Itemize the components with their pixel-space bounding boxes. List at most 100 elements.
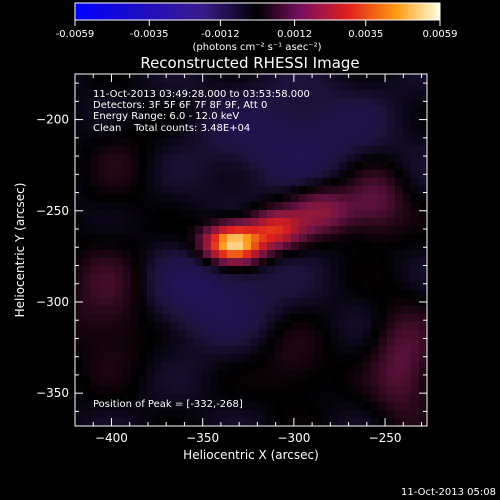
heatmap-cell: [259, 202, 268, 211]
heatmap-cell: [123, 194, 132, 203]
heatmap-cell: [75, 162, 84, 171]
heatmap-cell: [291, 218, 300, 227]
heatmap-cell: [171, 410, 180, 419]
heatmap-cell: [291, 250, 300, 259]
heatmap-cell: [347, 234, 356, 243]
heatmap-cell: [139, 178, 148, 187]
heatmap-cell: [291, 298, 300, 307]
heatmap-cell: [387, 274, 396, 283]
heatmap-cell: [91, 242, 100, 251]
heatmap-cell: [155, 210, 164, 219]
heatmap-cell: [211, 266, 220, 275]
heatmap-cell: [371, 186, 380, 195]
heatmap-cell: [275, 98, 284, 107]
heatmap-cell: [155, 346, 164, 355]
heatmap-cell: [195, 74, 204, 83]
heatmap-cell: [179, 242, 188, 251]
heatmap-cell: [155, 266, 164, 275]
heatmap-cell: [211, 122, 220, 131]
heatmap-cell: [139, 338, 148, 347]
heatmap-cell: [371, 394, 380, 403]
heatmap-cell: [419, 146, 428, 155]
heatmap-cell: [235, 346, 244, 355]
y-tick-label: −300: [36, 295, 69, 309]
heatmap-cell: [147, 194, 156, 203]
heatmap-cell: [315, 370, 324, 379]
heatmap-cell: [339, 330, 348, 339]
heatmap-cell: [291, 74, 300, 83]
heatmap-cell: [299, 74, 308, 83]
heatmap-cell: [355, 194, 364, 203]
heatmap-cell: [171, 226, 180, 235]
heatmap-cell: [147, 266, 156, 275]
heatmap-cell: [371, 234, 380, 243]
heatmap-cell: [123, 242, 132, 251]
heatmap-cell: [395, 186, 404, 195]
heatmap-cell: [147, 258, 156, 267]
heatmap-cell: [371, 218, 380, 227]
heatmap-cell: [83, 138, 92, 147]
heatmap-cell: [267, 346, 276, 355]
heatmap-cell: [307, 306, 316, 315]
heatmap-cell: [315, 386, 324, 395]
heatmap-cell: [419, 250, 428, 259]
heatmap-cell: [171, 250, 180, 259]
heatmap-cell: [139, 170, 148, 179]
heatmap-cell: [163, 170, 172, 179]
heatmap-cell: [283, 138, 292, 147]
heatmap-cell: [123, 402, 132, 411]
heatmap-cell: [347, 122, 356, 131]
heatmap-cell: [139, 186, 148, 195]
heatmap-cell: [275, 162, 284, 171]
heatmap-cell: [371, 114, 380, 123]
heatmap-cell: [339, 242, 348, 251]
heatmap-cell: [291, 394, 300, 403]
heatmap-cell: [363, 274, 372, 283]
heatmap-cell: [323, 122, 332, 131]
heatmap-cell: [91, 194, 100, 203]
heatmap-cell: [211, 98, 220, 107]
heatmap-cell: [379, 114, 388, 123]
heatmap-cell: [251, 274, 260, 283]
heatmap-cell: [99, 178, 108, 187]
heatmap-cell: [331, 82, 340, 91]
heatmap-cell: [235, 402, 244, 411]
heatmap-cell: [395, 386, 404, 395]
heatmap-cell: [331, 106, 340, 115]
heatmap-cell: [387, 394, 396, 403]
heatmap-cell: [107, 242, 116, 251]
heatmap-cell: [275, 338, 284, 347]
heatmap-cell: [139, 322, 148, 331]
heatmap-cell: [259, 154, 268, 163]
heatmap-cell: [83, 386, 92, 395]
heatmap-cell: [187, 394, 196, 403]
heatmap-cell: [155, 202, 164, 211]
heatmap-cell: [275, 202, 284, 211]
heatmap-cell: [211, 170, 220, 179]
heatmap-cell: [211, 378, 220, 387]
heatmap-cell: [187, 178, 196, 187]
heatmap-cell: [75, 210, 84, 219]
heatmap-cell: [219, 218, 228, 227]
heatmap-cell: [363, 106, 372, 115]
heatmap-cell: [203, 338, 212, 347]
heatmap-cell: [123, 346, 132, 355]
heatmap-cell: [331, 274, 340, 283]
heatmap-cell: [123, 82, 132, 91]
heatmap-cell: [163, 402, 172, 411]
heatmap-cell: [395, 90, 404, 99]
heatmap-cell: [387, 386, 396, 395]
heatmap-cell: [75, 130, 84, 139]
heatmap-cell: [99, 274, 108, 283]
heatmap-cell: [315, 154, 324, 163]
heatmap-cell: [131, 402, 140, 411]
y-tick-label: −250: [36, 204, 69, 218]
heatmap-cell: [355, 122, 364, 131]
heatmap-cell: [315, 146, 324, 155]
heatmap-cell: [227, 186, 236, 195]
heatmap-cell: [171, 74, 180, 83]
heatmap-cell: [147, 154, 156, 163]
heatmap-cell: [163, 74, 172, 83]
heatmap-cell: [387, 218, 396, 227]
heatmap-cell: [323, 170, 332, 179]
